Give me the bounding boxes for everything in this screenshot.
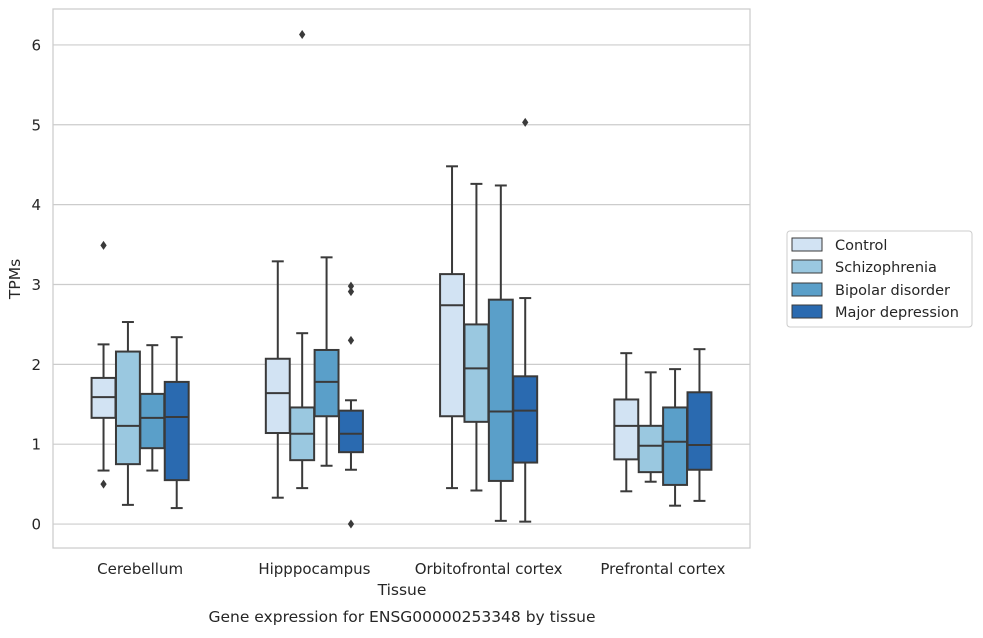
- x-tick-label-2: Orbitofrontal cortex: [415, 560, 563, 578]
- x-axis-label: Tissue: [377, 581, 427, 599]
- box-cat0-ser0: [90, 240, 117, 489]
- box-body-cat2-ser2: [487, 298, 514, 482]
- y-axis-label: TPMs: [6, 259, 24, 300]
- x-tick-label-0: Cerebellum: [97, 560, 183, 578]
- box-cat1-ser0: [264, 260, 291, 499]
- outlier-cat1-ser3-3: [347, 281, 355, 291]
- y-tick-label-4: 4: [31, 196, 41, 214]
- box-cat3-ser0: [613, 352, 640, 493]
- y-tick-label-0: 0: [31, 516, 41, 534]
- legend-swatch-major-depression: [791, 304, 823, 319]
- box-cat2-ser2: [487, 184, 514, 522]
- legend-label-bipolar-disorder: Bipolar disorder: [835, 283, 950, 299]
- box-body-cat2-ser1: [463, 323, 490, 423]
- box-body-cat3-ser0: [613, 398, 640, 461]
- box-cat0-ser3: [163, 336, 190, 510]
- legend-label-control: Control: [835, 238, 887, 254]
- plot-area-frame: [52, 8, 751, 549]
- box-body-cat2-ser3: [512, 375, 539, 464]
- outlier-cat0-ser0-1: [100, 240, 107, 250]
- box-cat1-ser1: [289, 30, 316, 490]
- legend-label-schizophrenia: Schizophrenia: [835, 260, 937, 276]
- x-tick-label-1: Hipppocampus: [258, 560, 370, 578]
- outlier-cat2-ser3-0: [522, 117, 529, 127]
- outlier-cat0-ser0-0: [100, 479, 107, 489]
- box-body-cat2-ser0: [439, 273, 465, 418]
- box-cat2-ser0: [439, 165, 465, 490]
- box-body-cat1-ser3: [338, 409, 364, 454]
- box-cat3-ser3: [686, 348, 713, 502]
- box-body-cat1-ser2: [313, 348, 340, 418]
- legend-frame: [786, 230, 973, 328]
- box-cat3-ser1: [637, 371, 664, 483]
- legend-swatch-schizophrenia: [791, 259, 823, 274]
- y-tick-label-5: 5: [31, 116, 41, 134]
- y-tick-label-2: 2: [31, 356, 41, 374]
- box-body-cat3-ser1: [637, 424, 664, 474]
- box-body-cat1-ser0: [264, 357, 291, 435]
- outlier-cat1-ser1-0: [299, 30, 306, 40]
- box-body-cat0-ser3: [163, 380, 190, 482]
- box-cat2-ser3: [512, 117, 539, 523]
- box-cat3-ser2: [662, 368, 689, 507]
- box-plots: [90, 30, 713, 529]
- box-body-cat3-ser2: [662, 406, 689, 486]
- box-body-cat0-ser1: [114, 350, 141, 466]
- box-body-cat3-ser3: [686, 391, 713, 471]
- box-cat0-ser1: [114, 321, 141, 506]
- y-tick-label-1: 1: [31, 436, 41, 454]
- y-axis-ticks: 0 1 2 3 4 5 6: [31, 36, 41, 533]
- legend-swatch-bipolar-disorder: [791, 282, 823, 297]
- box-body-cat0-ser2: [139, 392, 166, 450]
- chart-caption: Gene expression for ENSG00000253348 by t…: [208, 608, 595, 626]
- outlier-cat1-ser3-0: [347, 519, 355, 529]
- legend-label-major-depression: Major depression: [835, 305, 959, 321]
- y-tick-label-6: 6: [31, 36, 41, 54]
- legend: Control Schizophrenia Bipolar disorder M…: [786, 230, 973, 328]
- box-cat1-ser2: [313, 256, 340, 467]
- outlier-cat1-ser3-2: [347, 287, 355, 297]
- x-axis-ticks: Cerebellum Hipppocampus Orbitofrontal cort…: [97, 560, 725, 578]
- box-cat0-ser2: [139, 344, 166, 472]
- y-tick-label-3: 3: [31, 276, 41, 294]
- legend-swatch-control: [791, 237, 823, 252]
- outlier-cat1-ser3-1: [347, 335, 355, 345]
- box-cat1-ser3: [338, 281, 364, 529]
- box-cat2-ser1: [463, 182, 490, 492]
- x-tick-label-3: Prefrontal cortex: [600, 560, 725, 578]
